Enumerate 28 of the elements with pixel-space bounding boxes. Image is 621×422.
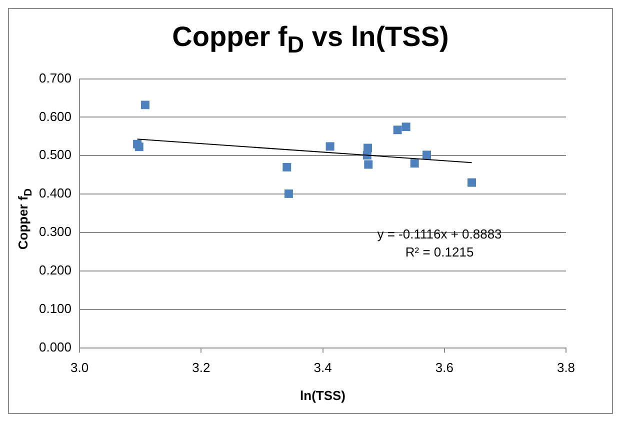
x-tick-label: 3.8	[556, 360, 576, 376]
x-tick-label: 3.0	[70, 360, 89, 376]
y-tick-label: 0.500	[38, 147, 72, 162]
y-tick-label: 0.700	[38, 70, 72, 86]
point	[468, 178, 476, 187]
x-tick-label: 3.4	[314, 360, 332, 376]
y-tick-label: 0.300	[38, 224, 72, 240]
point	[284, 189, 293, 198]
y-tick-label: 0.200	[38, 262, 72, 278]
point	[282, 162, 292, 172]
y-tick-label: 0.000	[38, 339, 72, 354]
point	[140, 100, 150, 110]
point	[134, 142, 144, 152]
y-tick-label: 0.100	[38, 300, 72, 316]
point	[402, 122, 410, 132]
x-tick-label: 3.6	[435, 360, 454, 376]
y-tick-label: 0.600	[38, 108, 72, 124]
x-tick-label: 3.2	[192, 360, 210, 376]
x-axis-title: ln(TSS)	[300, 388, 346, 403]
point	[364, 160, 373, 169]
annotation: R² = 0.1215	[405, 244, 474, 260]
chart-title: Copper f$_{D}$ vs ln(TSS)	[171, 21, 450, 60]
point	[422, 150, 431, 160]
point	[326, 142, 334, 151]
annotation: y = -0.1116x + 0.8883	[377, 226, 502, 242]
y-tick-label: 0.400	[38, 186, 72, 201]
point	[393, 126, 402, 134]
point	[410, 159, 419, 168]
